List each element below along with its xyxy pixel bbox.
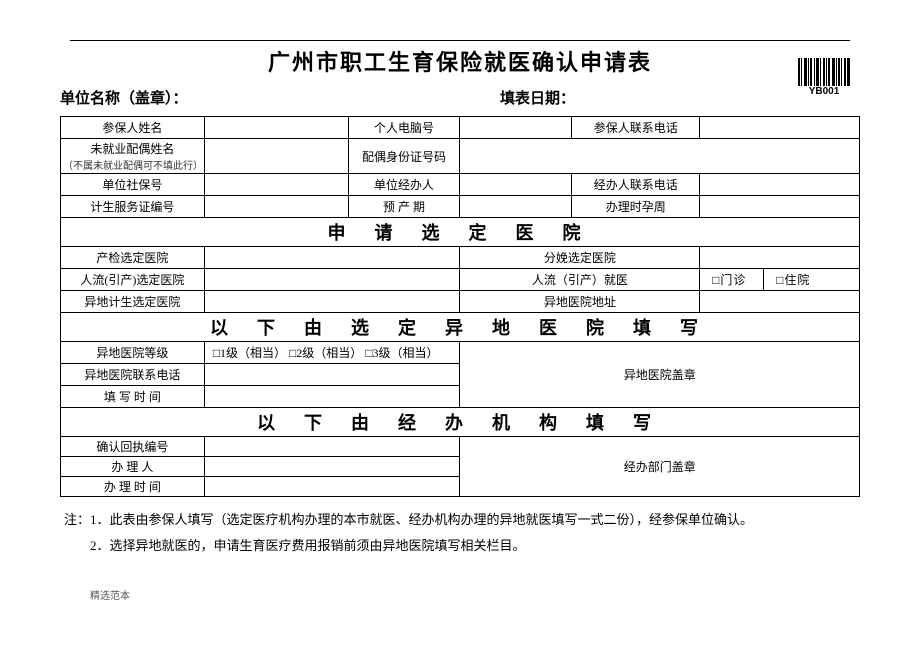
label-insured-phone: 参保人联系电话 [572, 117, 700, 139]
label-handler: 办 理 人 [61, 457, 205, 477]
form-title: 广州市职工生育保险就医确认申请表 [60, 45, 860, 77]
barcode-block: YB001 [798, 58, 850, 97]
label-remote-address: 异地医院地址 [460, 291, 700, 313]
footer-note: 精选范本 [60, 587, 860, 602]
unit-name-label: 单位名称（盖章）： [60, 87, 460, 108]
section-header-agency: 以 下 由 经 办 机 构 填 写 [61, 408, 860, 437]
value-cell[interactable] [204, 291, 460, 313]
table-row: 异地计生选定医院 异地医院地址 [61, 291, 860, 313]
label-due-date: 预 产 期 [348, 196, 460, 218]
remote-hospital-stamp: 异地医院盖章 [460, 342, 860, 408]
label-pc-number: 个人电脑号 [348, 117, 460, 139]
value-cell[interactable] [700, 247, 860, 269]
barcode-icon [798, 58, 850, 86]
value-cell[interactable] [204, 117, 348, 139]
notes-block: 注：1．此表由参保人填写（选定医疗机构办理的本市就医、经办机构办理的异地就医填写… [60, 507, 860, 559]
value-cell[interactable] [460, 117, 572, 139]
value-cell[interactable] [700, 117, 860, 139]
form-page: 广州市职工生育保险就医确认申请表 YB001 单位名称（盖章）： 填表日期： [0, 0, 920, 651]
label-abortion-hospital: 人流(引产)选定医院 [61, 269, 205, 291]
value-cell[interactable] [700, 291, 860, 313]
label-unit-ssn: 单位社保号 [61, 174, 205, 196]
label-gestation-week: 办理时孕周 [572, 196, 700, 218]
table-row: 产检选定医院 分娩选定医院 [61, 247, 860, 269]
agency-table: 确认回执编号 经办部门盖章 办 理 人 办 理 时 间 [60, 436, 860, 497]
value-cell[interactable] [700, 196, 860, 218]
label-remote-phone: 异地医院联系电话 [61, 364, 205, 386]
value-cell[interactable] [204, 477, 460, 497]
label-spouse-name: 未就业配偶姓名 （不属未就业配偶可不填此行） [61, 139, 205, 174]
label-unit-handler: 单位经办人 [348, 174, 460, 196]
value-cell[interactable] [204, 364, 460, 386]
spouse-main: 未就业配偶姓名 [63, 140, 202, 157]
label-remote-level: 异地医院等级 [61, 342, 205, 364]
note-2: 2．选择异地就医的，申请生育医疗费用报销前须由异地医院填写相关栏目。 [64, 533, 860, 559]
table-row: 人流(引产)选定医院 人流（引产）就医 □门诊 □住院 [61, 269, 860, 291]
checkbox-levels[interactable]: □1级（相当） □2级（相当） □3级（相当） [204, 342, 460, 364]
label-handler-phone: 经办人联系电话 [572, 174, 700, 196]
value-cell[interactable] [204, 269, 460, 291]
header-row: 单位名称（盖章）： 填表日期： [60, 87, 860, 108]
top-rule [70, 40, 850, 41]
label-receipt-no: 确认回执编号 [61, 437, 205, 457]
table-row: 计生服务证编号 预 产 期 办理时孕周 [61, 196, 860, 218]
section-header-row: 以 下 由 经 办 机 构 填 写 [61, 408, 860, 437]
section-header-remote: 以 下 由 选 定 异 地 医 院 填 写 [61, 313, 860, 342]
value-cell[interactable] [204, 386, 460, 408]
value-cell[interactable] [204, 457, 460, 477]
value-cell[interactable] [204, 247, 460, 269]
value-cell[interactable] [204, 139, 348, 174]
table-row: 未就业配偶姓名 （不属未就业配偶可不填此行） 配偶身份证号码 [61, 139, 860, 174]
label-insured-name: 参保人姓名 [61, 117, 205, 139]
section-header-row: 申 请 选 定 医 院 [61, 218, 860, 247]
main-table: 参保人姓名 个人电脑号 参保人联系电话 未就业配偶姓名 （不属未就业配偶可不填此… [60, 116, 860, 437]
value-cell[interactable] [204, 196, 348, 218]
section-header-hospital: 申 请 选 定 医 院 [61, 218, 860, 247]
value-cell[interactable] [204, 437, 460, 457]
table-row: 确认回执编号 经办部门盖章 [61, 437, 860, 457]
checkbox-inpatient[interactable]: □住院 [764, 269, 860, 291]
note-1: 注：1．此表由参保人填写（选定医疗机构办理的本市就医、经办机构办理的异地就医填写… [64, 507, 860, 533]
label-prenatal-hospital: 产检选定医院 [61, 247, 205, 269]
checkbox-outpatient[interactable]: □门诊 [700, 269, 764, 291]
table-row: 参保人姓名 个人电脑号 参保人联系电话 [61, 117, 860, 139]
spouse-sub: （不属未就业配偶可不填此行） [63, 157, 202, 172]
label-service-cert: 计生服务证编号 [61, 196, 205, 218]
label-delivery-hospital: 分娩选定医院 [460, 247, 700, 269]
value-cell[interactable] [204, 174, 348, 196]
label-handle-time: 办 理 时 间 [61, 477, 205, 497]
section-header-row: 以 下 由 选 定 异 地 医 院 填 写 [61, 313, 860, 342]
table-row: 异地医院等级 □1级（相当） □2级（相当） □3级（相当） 异地医院盖章 [61, 342, 860, 364]
table-row: 单位社保号 单位经办人 经办人联系电话 [61, 174, 860, 196]
barcode-label: YB001 [798, 86, 850, 97]
value-cell[interactable] [460, 196, 572, 218]
value-cell[interactable] [460, 139, 860, 174]
value-cell[interactable] [460, 174, 572, 196]
label-spouse-id: 配偶身份证号码 [348, 139, 460, 174]
agency-stamp: 经办部门盖章 [460, 437, 860, 497]
label-fill-time: 填 写 时 间 [61, 386, 205, 408]
value-cell[interactable] [700, 174, 860, 196]
label-remote-fp-hospital: 异地计生选定医院 [61, 291, 205, 313]
label-abortion-treatment: 人流（引产）就医 [460, 269, 700, 291]
